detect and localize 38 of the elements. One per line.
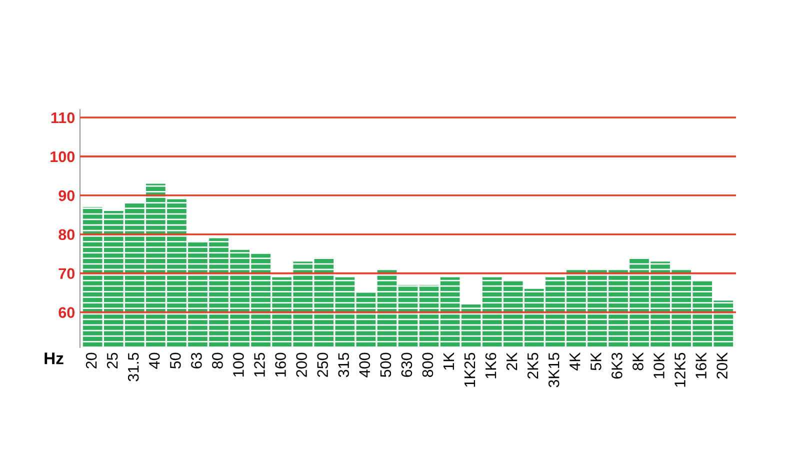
y-tick-label: 60 — [58, 307, 75, 318]
x-tick-label: 16K — [696, 352, 706, 378]
x-tick-label: 1K — [443, 352, 454, 370]
x-tick-label: 800 — [422, 352, 434, 378]
y-tick-label: 90 — [58, 190, 75, 202]
x-tick-label: 12K5 — [674, 352, 686, 387]
y-tick-label: 110 — [51, 112, 75, 124]
x-tick-label: 31.5 — [128, 352, 139, 382]
x-tick-label: 8K — [632, 352, 644, 370]
x-tick-label: 250 — [317, 352, 328, 377]
x-tick-label: 1K6 — [485, 352, 496, 378]
y-tick-label: 70 — [58, 268, 75, 279]
x-tick-label: 2K — [506, 352, 518, 370]
x-tick-label: 200 — [296, 352, 307, 377]
x-tick-label: 20 — [86, 352, 97, 368]
y-tick-label: 80 — [58, 229, 75, 240]
x-tick-label: 10K — [654, 352, 664, 378]
x-tick-label: 1K25 — [464, 352, 476, 387]
x-tick-label: 25 — [106, 352, 118, 368]
x-tick-label: 125 — [254, 352, 265, 377]
x-tick-label: 630 — [401, 352, 412, 377]
x-tick-label: 160 — [275, 352, 286, 377]
x-tick-label: 40 — [148, 352, 160, 369]
x-tick-label: 80 — [212, 352, 223, 369]
x-tick-label: 6K3 — [612, 352, 622, 379]
x-tick-label: 4K — [570, 352, 580, 371]
x-tick-label: 20K — [716, 352, 728, 379]
x-tick-label: 2K5 — [527, 352, 538, 379]
x-tick-label: 400 — [359, 352, 370, 378]
x-tick-label: 500 — [380, 352, 392, 378]
x-tick-label: 5K — [590, 352, 602, 370]
x-tick-label: 63 — [191, 352, 202, 368]
x-tick-label: 3K15 — [548, 352, 560, 388]
x-axis-title: Hz — [44, 352, 64, 364]
y-tick-label: 100 — [50, 151, 75, 162]
x-tick-label: 100 — [233, 352, 244, 377]
x-tick-label: 50 — [170, 352, 181, 369]
x-tick-label: 315 — [338, 352, 350, 378]
